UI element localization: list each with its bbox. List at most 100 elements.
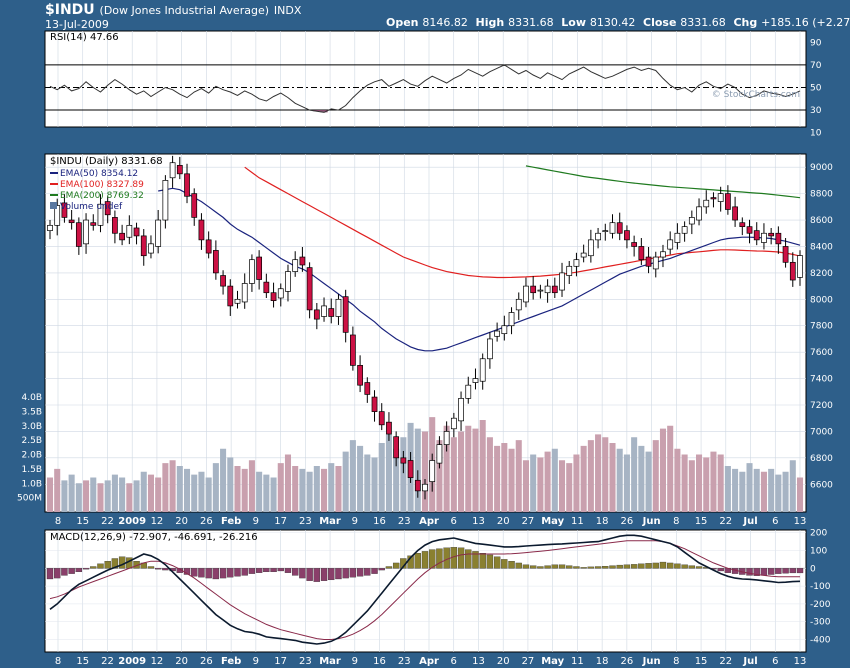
volume-bar	[479, 420, 486, 512]
volume-bar	[227, 457, 234, 512]
volume-bar	[631, 437, 638, 512]
x-tick-label: 15	[76, 516, 89, 527]
watermark: © StockCharts.com	[712, 90, 800, 100]
symbol-text: $INDU	[45, 2, 95, 18]
candle-body	[263, 281, 270, 294]
x-tick-label: 18	[596, 656, 609, 667]
candle-body	[140, 235, 147, 257]
candle-body	[90, 222, 97, 226]
rsi-plot-area	[44, 30, 807, 128]
chart-symbol: $INDU (Dow Jones Industrial Average) IND…	[45, 2, 301, 18]
macd-histogram-bar	[674, 563, 681, 569]
volume-bar	[83, 480, 90, 512]
volume-bar	[436, 440, 443, 512]
volume-bar	[465, 425, 472, 512]
close-label: Close	[643, 16, 677, 29]
volume-bar	[667, 425, 674, 512]
x-tick-label: 8	[673, 656, 679, 667]
volume-bar	[299, 468, 306, 512]
price-tick-label: 8200	[810, 269, 833, 279]
macd-histogram-bar	[61, 568, 68, 576]
candle-body	[335, 298, 342, 317]
macd-tick-label: -400	[810, 636, 831, 646]
volume-bar	[580, 445, 587, 512]
x-tick-label: Jul	[742, 656, 757, 667]
macd-histogram-bar	[277, 568, 284, 572]
candle-body	[292, 259, 299, 272]
volume-bar	[443, 425, 450, 512]
x-tick-label: Feb	[221, 516, 241, 527]
candle-body	[667, 239, 674, 250]
x-tick-label: May	[541, 516, 564, 527]
x-tick-label: 13	[794, 656, 807, 667]
candle-body	[797, 255, 803, 278]
index-name: (Dow Jones Industrial Average)	[99, 4, 270, 17]
macd-histogram-bar	[775, 568, 782, 574]
volume-bar	[313, 466, 320, 512]
candle-body	[234, 298, 241, 304]
rsi-line	[49, 64, 801, 113]
legend-ema200: EMA(200) 8769.32	[60, 191, 144, 201]
price-tick-label: 9000	[810, 163, 833, 173]
candle-body	[256, 256, 263, 280]
volume-bar	[760, 471, 767, 512]
exchange: INDX	[273, 4, 302, 17]
volume-bar	[775, 474, 782, 512]
candle-body	[436, 444, 443, 464]
candle-body	[176, 165, 183, 175]
legend-ema50: EMA(50) 8354.12	[60, 169, 138, 179]
macd-histogram-bar	[248, 568, 256, 574]
candle-body	[587, 239, 594, 257]
volume-bar	[768, 468, 775, 512]
price-tick-label: 7400	[810, 375, 833, 385]
candle-body	[220, 275, 226, 287]
candle-body	[112, 217, 118, 234]
candle-body	[299, 256, 306, 266]
macd-histogram-bar	[667, 562, 674, 569]
macd-histogram-bar	[558, 564, 566, 569]
macd-histogram-bar	[356, 568, 364, 577]
volume-bar	[234, 466, 241, 512]
volume-bar	[357, 445, 364, 512]
candle-body	[487, 338, 493, 360]
candle-body	[761, 232, 767, 243]
volume-tick-label: 500M	[17, 494, 42, 504]
macd-histogram-bar	[659, 561, 667, 569]
x-tick-label: 18	[596, 516, 609, 527]
candle-body	[212, 250, 219, 274]
volume-bar	[176, 466, 183, 512]
macd-tick-label: -200	[810, 600, 831, 610]
volume-bar	[220, 448, 227, 512]
volume-tick-label: 4.0B	[22, 393, 43, 403]
volume-bar	[328, 463, 335, 512]
x-tick-label: 8	[673, 516, 679, 527]
volume-bar	[133, 480, 140, 512]
macd-histogram-bar	[580, 567, 587, 569]
volume-bar	[595, 434, 602, 512]
macd-histogram-bar	[501, 559, 508, 569]
macd-histogram-bar	[191, 568, 198, 577]
price-title: $INDU (Daily) 8331.68	[50, 156, 163, 167]
high-value: 8331.68	[508, 16, 554, 29]
volume-bar	[587, 440, 594, 512]
volume-bar	[724, 466, 731, 512]
x-tick-label: Mar	[319, 516, 341, 527]
macd-histogram-bar	[241, 568, 248, 576]
x-tick-label: 15	[76, 656, 89, 667]
price-tick-label: 7600	[810, 348, 833, 358]
macd-histogram-bar	[486, 554, 494, 569]
volume-bar	[616, 448, 623, 512]
x-tick-label: 9	[253, 516, 259, 527]
candle-body	[631, 242, 638, 247]
x-tick-label: 26	[200, 656, 213, 667]
volume-bar	[385, 434, 392, 512]
x-tick-label: Jun	[642, 516, 661, 527]
x-tick-label: 11	[571, 516, 584, 527]
macd-histogram-bar	[255, 568, 263, 573]
x-axis-lower: 8 15 22 2009 12 20 26 Feb 9 17 23 Mar 9 16 23 Apr 6 13 20 2…	[55, 656, 807, 667]
candle-body	[54, 205, 61, 226]
volume-bar	[191, 474, 198, 512]
macd-histogram-bar	[652, 562, 659, 569]
volume-bar	[371, 457, 378, 512]
volume-bar	[335, 466, 342, 512]
